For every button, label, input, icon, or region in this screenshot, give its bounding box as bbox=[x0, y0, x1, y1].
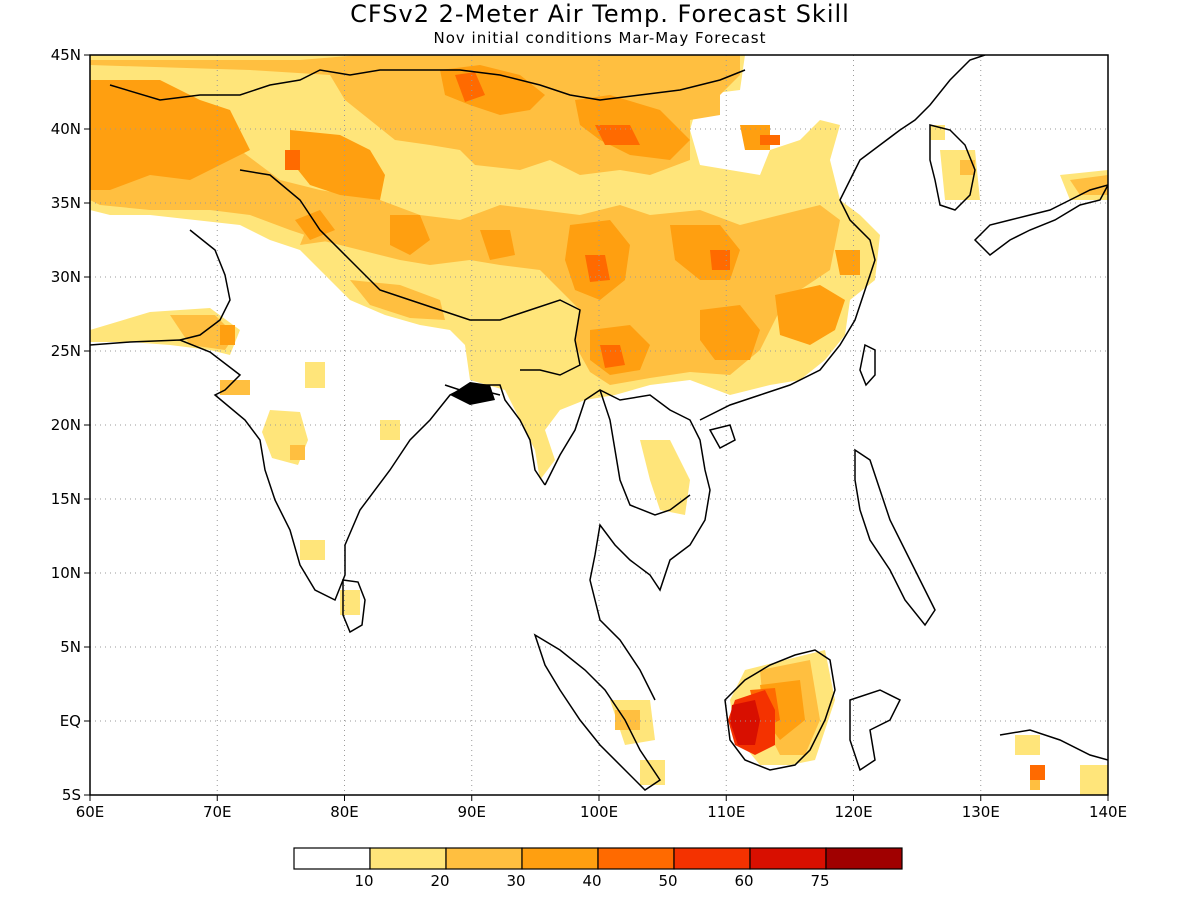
colorbar-label: 75 bbox=[810, 872, 829, 890]
colorbar-label: 30 bbox=[506, 872, 525, 890]
y-tick-label: EQ bbox=[60, 712, 81, 730]
y-tick-label: 35N bbox=[51, 194, 81, 212]
colorbar-swatch bbox=[445, 847, 523, 870]
colorbar-swatch bbox=[825, 847, 903, 870]
skill-level-50-75 bbox=[728, 690, 775, 755]
y-tick-label: 45N bbox=[51, 46, 81, 64]
y-tick-label: 40N bbox=[51, 120, 81, 138]
x-tick-label: 70E bbox=[203, 803, 232, 821]
y-tick-label: 15N bbox=[51, 490, 81, 508]
colorbar-swatch bbox=[597, 847, 675, 870]
y-tick-label: 25N bbox=[51, 342, 81, 360]
colorbar-swatch bbox=[369, 847, 447, 870]
colorbar-swatch bbox=[521, 847, 599, 870]
x-tick-label: 90E bbox=[457, 803, 486, 821]
x-tick-label: 110E bbox=[707, 803, 745, 821]
colorbar-swatch bbox=[673, 847, 751, 870]
x-tick-label: 100E bbox=[580, 803, 618, 821]
colorbar-label: 60 bbox=[734, 872, 753, 890]
x-axis: 60E 70E 80E 90E 100E 110E 120E 130E 140E bbox=[76, 795, 1127, 821]
colorbar-label: 10 bbox=[354, 872, 373, 890]
y-tick-label: 5N bbox=[60, 638, 81, 656]
y-tick-label: 30N bbox=[51, 268, 81, 286]
y-axis: 45N 40N 35N 30N 25N 20N 15N 10N 5N EQ 5S bbox=[51, 46, 90, 804]
colorbar: 10 20 30 40 50 60 75 bbox=[293, 847, 903, 890]
map-gridlines bbox=[90, 55, 1108, 795]
y-tick-label: 10N bbox=[51, 564, 81, 582]
map-subtitle: Nov initial conditions Mar-May Forecast bbox=[433, 29, 767, 47]
coastlines bbox=[90, 55, 1108, 791]
x-tick-label: 140E bbox=[1089, 803, 1127, 821]
y-tick-label: 20N bbox=[51, 416, 81, 434]
y-tick-label: 5S bbox=[62, 786, 81, 804]
x-tick-label: 120E bbox=[834, 803, 872, 821]
x-tick-label: 60E bbox=[76, 803, 105, 821]
colorbar-label: 20 bbox=[430, 872, 449, 890]
x-tick-label: 130E bbox=[962, 803, 1000, 821]
colorbar-label: 40 bbox=[582, 872, 601, 890]
skill-field bbox=[90, 55, 1108, 795]
colorbar-label: 50 bbox=[658, 872, 677, 890]
colorbar-swatch bbox=[293, 847, 371, 870]
delta-landmark bbox=[450, 382, 495, 405]
colorbar-swatch bbox=[749, 847, 827, 870]
x-tick-label: 80E bbox=[330, 803, 359, 821]
map-title: CFSv2 2-Meter Air Temp. Forecast Skill bbox=[350, 0, 850, 28]
